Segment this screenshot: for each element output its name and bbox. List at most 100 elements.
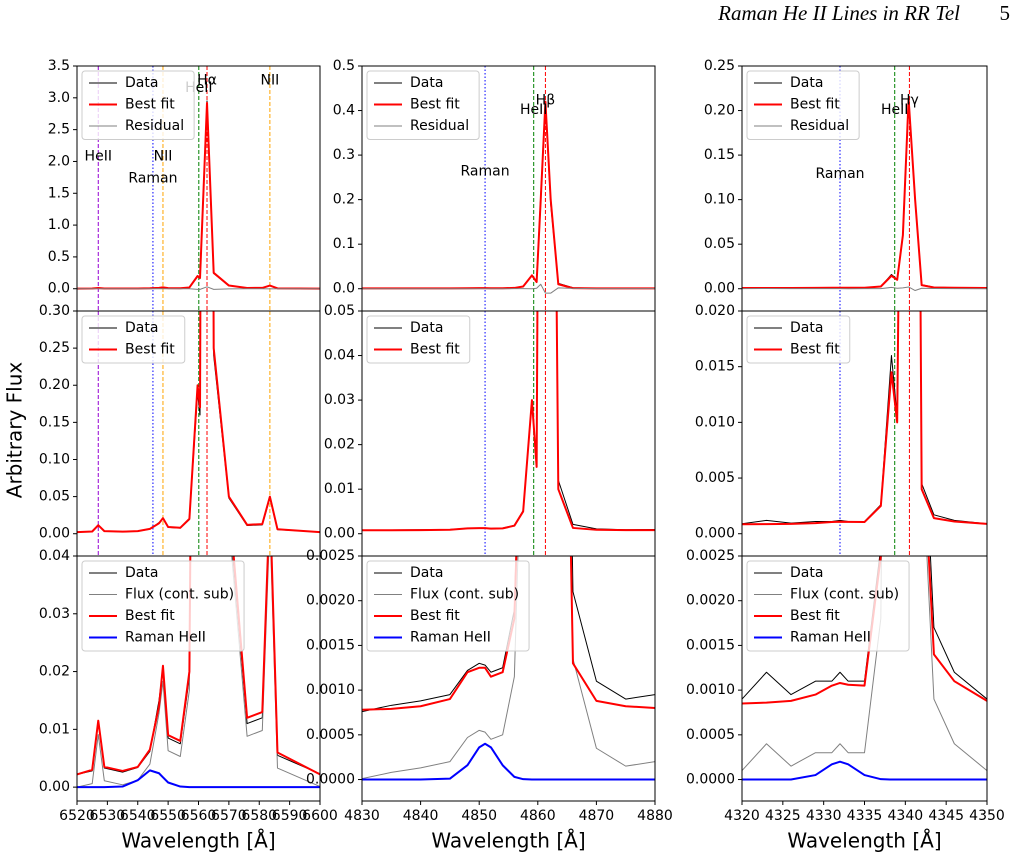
y-tick-label: 0.015 (695, 359, 735, 375)
series-line (742, 556, 987, 771)
y-tick-label: 0.0010 (306, 682, 355, 698)
reference-label: Hβ (536, 92, 555, 108)
legend-label: Data (410, 320, 443, 336)
legend-frame (366, 560, 530, 652)
plot-area (362, 66, 655, 311)
legend-label: Raman HeII (410, 630, 491, 646)
series-line (742, 760, 987, 781)
y-tick-label: 2.0 (48, 153, 70, 169)
y-tick-label: 0.020 (695, 303, 735, 319)
y-tick-label: 0.1 (333, 236, 355, 252)
plot-area (742, 66, 987, 311)
legend-label: Data (125, 320, 158, 336)
series-line (742, 97, 987, 289)
y-tick-label: 0.5 (333, 58, 355, 74)
x-tick-label: 6600 (302, 808, 338, 824)
series-line (362, 556, 655, 713)
axes-frame (361, 555, 656, 802)
reference-label: Raman (128, 171, 177, 187)
legend: Data Best fit (366, 315, 471, 364)
y-tick-label: 0.0010 (686, 682, 735, 698)
x-axis-label: Wavelength [Å] (121, 829, 275, 853)
y-tick-label: 0.0000 (306, 772, 355, 788)
series-line (362, 311, 655, 532)
reference-label: HeII (85, 149, 112, 165)
x-tick-label: 6590 (272, 808, 308, 824)
plot-area (77, 66, 320, 311)
series-line (362, 742, 655, 781)
legend-label: Data (125, 565, 158, 581)
reference-label: Hα (197, 73, 217, 89)
y-axis-label: Arbitrary Flux (3, 362, 27, 499)
legend-label: Data (410, 565, 443, 581)
y-tick-label: 0.000 (695, 526, 735, 542)
legend-label: Flux (cont. sub) (410, 587, 519, 603)
y-tick-label: 0.0025 (306, 548, 355, 564)
y-tick-label: 0.4 (333, 103, 355, 119)
panel: 0.00 0.01 0.02 0.03 0.04 65206530654065506560… (39, 548, 338, 853)
y-tick-label: 0.5 (48, 249, 70, 265)
reference-label: Raman (461, 163, 510, 179)
x-tick-label: 4340 (888, 808, 924, 824)
plot-area (362, 556, 655, 781)
y-tick-label: 0.02 (324, 437, 355, 453)
x-tick-label: 6540 (120, 808, 156, 824)
x-tick-label: 6560 (181, 808, 217, 824)
legend-frame (366, 70, 480, 140)
legend-label: Data (790, 565, 823, 581)
y-tick-label: 2.5 (48, 122, 70, 138)
x-tick-label: 6530 (90, 808, 126, 824)
y-tick-label: 0.20 (704, 103, 735, 119)
y-tick-label: 0.0015 (306, 637, 355, 653)
legend-label: Data (410, 75, 443, 91)
legend-label: Raman HeII (790, 630, 871, 646)
y-tick-label: 1.0 (48, 217, 70, 233)
y-tick-label: 0.25 (704, 58, 735, 74)
x-tick-label: 6580 (241, 808, 277, 824)
series-line (362, 283, 655, 294)
y-tick-label: 0.2 (333, 192, 355, 208)
y-tick-label: 0.04 (324, 348, 355, 364)
series-line (742, 556, 987, 700)
series-line (77, 769, 320, 789)
y-tick-label: 0.04 (39, 548, 70, 564)
legend-label: Flux (cont. sub) (125, 587, 234, 603)
x-tick-label: 4870 (579, 808, 615, 824)
legend-label: Best fit (125, 342, 175, 358)
legend-frame (81, 560, 245, 652)
y-tick-label: 0.0000 (686, 772, 735, 788)
legend-label: Data (125, 75, 158, 91)
panel: 0.0000 0.0005 0.0010 0.0015 0.0020 0.0025 4320… (686, 548, 1005, 853)
page-number: 5 (1000, 1, 1011, 25)
legend: Data Flux (cont. sub) Best fit Raman HeII (746, 560, 910, 652)
y-tick-label: 0.02 (39, 664, 70, 680)
reference-label: Raman (815, 166, 864, 182)
x-tick-label: 4335 (847, 808, 883, 824)
y-tick-label: 0.0025 (686, 548, 735, 564)
y-tick-label: 0.05 (39, 489, 70, 505)
y-tick-label: 0.03 (39, 606, 70, 622)
y-tick-label: 0.20 (39, 377, 70, 393)
y-tick-label: 0.01 (324, 481, 355, 497)
x-tick-label: 4880 (637, 808, 673, 824)
x-tick-label: 4320 (724, 808, 760, 824)
plot-area (77, 311, 320, 556)
y-tick-label: 0.05 (704, 236, 735, 252)
series-line (77, 311, 320, 534)
y-tick-label: 0.00 (324, 526, 355, 542)
panel: 0.00 0.05 0.10 0.15 0.20 0.25 0.30 Data Best fit (39, 303, 321, 557)
legend-frame (746, 70, 860, 140)
x-axis-label: Wavelength [Å] (787, 829, 941, 853)
legend: Data Flux (cont. sub) Best fit Raman HeII (81, 560, 245, 652)
legend-label: Flux (cont. sub) (790, 587, 899, 603)
y-tick-label: 0.01 (39, 721, 70, 737)
legend-label: Data (790, 75, 823, 91)
panel: 0.00 0.01 0.02 0.03 0.04 0.05 Data Best fit (324, 303, 656, 557)
x-tick-label: 4345 (928, 808, 964, 824)
y-tick-label: 0.15 (39, 414, 70, 430)
y-tick-label: 0.30 (39, 303, 70, 319)
legend: Data Best fit Residual (366, 70, 480, 140)
reference-label: HeII (520, 102, 547, 118)
